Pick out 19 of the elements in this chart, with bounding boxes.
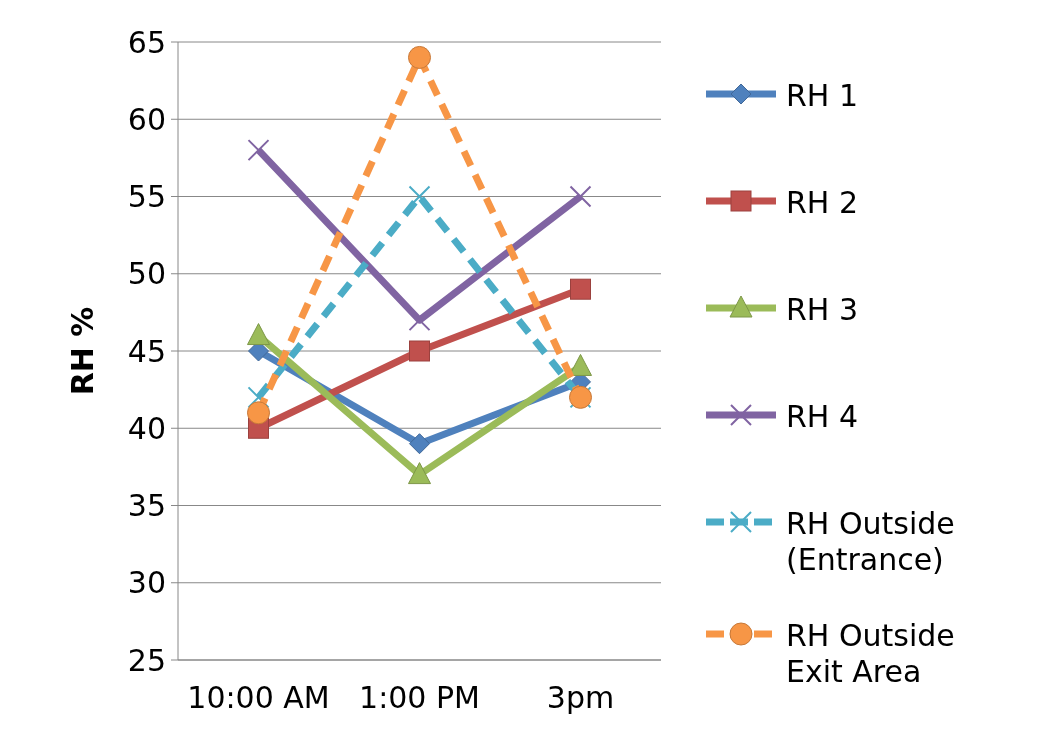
x-tick-label: 3pm (546, 680, 615, 715)
y-tick-label: 35 (127, 488, 166, 523)
legend-label: RH 4 (786, 399, 859, 434)
legend-label: RH 3 (786, 292, 859, 327)
y-tick-label: 65 (127, 24, 166, 60)
y-tick-label: 25 (127, 642, 166, 678)
y-tick-label: 60 (127, 101, 166, 137)
x-tick-label: 10:00 AM (187, 680, 330, 715)
legend-label: RH 1 (786, 78, 859, 113)
x-tick-label: 1:00 PM (359, 680, 480, 715)
y-tick-label: 45 (127, 333, 166, 369)
legend-label: RH Outside (Entrance) (786, 506, 955, 577)
y-tick-label: 50 (127, 256, 166, 292)
y-tick-label: 40 (127, 410, 166, 446)
legend-label: RH Outside Exit Area (786, 618, 955, 689)
y-tick-label: 55 (127, 179, 166, 214)
y-axis-title: RH % (65, 306, 100, 396)
y-tick-label: 30 (127, 565, 166, 601)
legend-label: RH 2 (786, 185, 859, 220)
